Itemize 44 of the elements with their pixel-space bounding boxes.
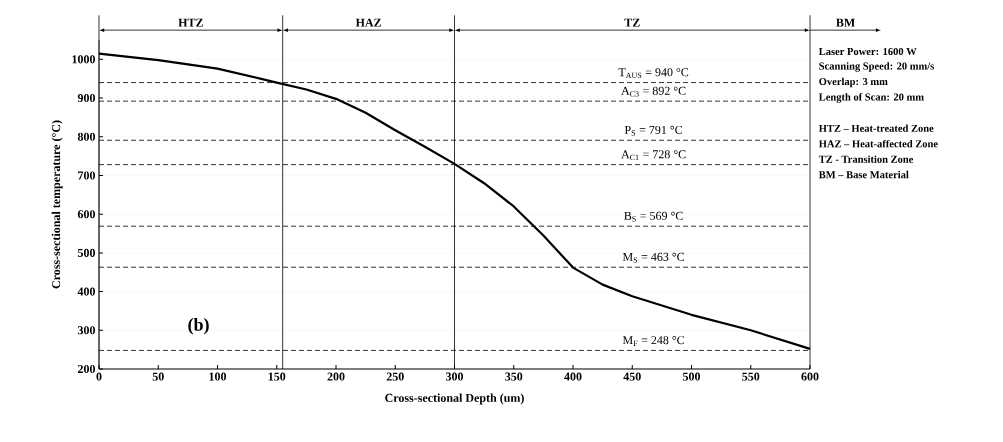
annotation: (b) (188, 318, 209, 335)
y-tick-label: 700 (78, 171, 96, 180)
ref-line-label: T$_{AUS}$ = 940 °C (618, 68, 689, 79)
ref-line-label: A$_{C1}$ = 728 °C (621, 150, 686, 161)
x-tick-label: 150 (268, 372, 286, 381)
ref-line-label: P$_{S}$ = 791 °C (624, 125, 683, 136)
ref-line-label: B$_{S}$ = 569 °C (624, 211, 683, 222)
y-axis-title: Cross-sectional temperature (°C) (51, 120, 63, 289)
y-tick-label: 1000 (72, 55, 96, 64)
x-tick-label: 550 (742, 372, 760, 381)
y-tick-label: 300 (77, 326, 96, 335)
x-tick-label: 0 (96, 372, 102, 381)
x-tick-label: 250 (386, 372, 404, 381)
y-tick-label: 200 (77, 364, 96, 374)
y-tick-label: 800 (77, 132, 96, 141)
text: BM – Base Material (818, 170, 909, 179)
ref-line-label: M$_{S}$ = 463 °C (622, 252, 685, 263)
text: HAZ (355, 18, 381, 27)
text: TZ - Transition Zone (818, 155, 914, 163)
text: Scanning Speed: 20 mm/s (819, 62, 934, 72)
x-tick-label: 500 (682, 372, 701, 381)
x-tick-label: 100 (209, 372, 227, 381)
y-tick-label: 900 (77, 94, 96, 103)
text: HTZ – Heat-treated Zone (818, 124, 934, 132)
x-tick-label: 50 (152, 372, 164, 381)
text: Length of Scan: 20 mm (818, 93, 924, 103)
text: Laser Power: 1600 W (818, 47, 917, 56)
text: HAZ – Heat-affected Zone (818, 139, 938, 148)
x-tick-label: 350 (505, 372, 523, 381)
text: TZ (624, 18, 640, 27)
text: Overlap: 3 mm (819, 77, 888, 88)
x-tick-label: 400 (564, 372, 582, 381)
x-tick-label: 450 (623, 372, 641, 381)
y-tick-label: 600 (77, 210, 96, 219)
y-tick-label: 500 (77, 248, 96, 257)
ref-line-label: A$_{C3}$ = 892 °C (621, 86, 686, 97)
ref-line-label: M$_{F}$ = 248 °C (622, 336, 685, 346)
x-tick-label: 200 (327, 372, 345, 381)
x-tick-label: 600 (801, 372, 819, 381)
text: BM (836, 18, 855, 27)
y-tick-label: 400 (77, 287, 96, 296)
text: HTZ (178, 18, 203, 27)
x-tick-label: 300 (445, 372, 464, 381)
x-axis-title: Cross-sectional Depth (um) (385, 393, 524, 405)
